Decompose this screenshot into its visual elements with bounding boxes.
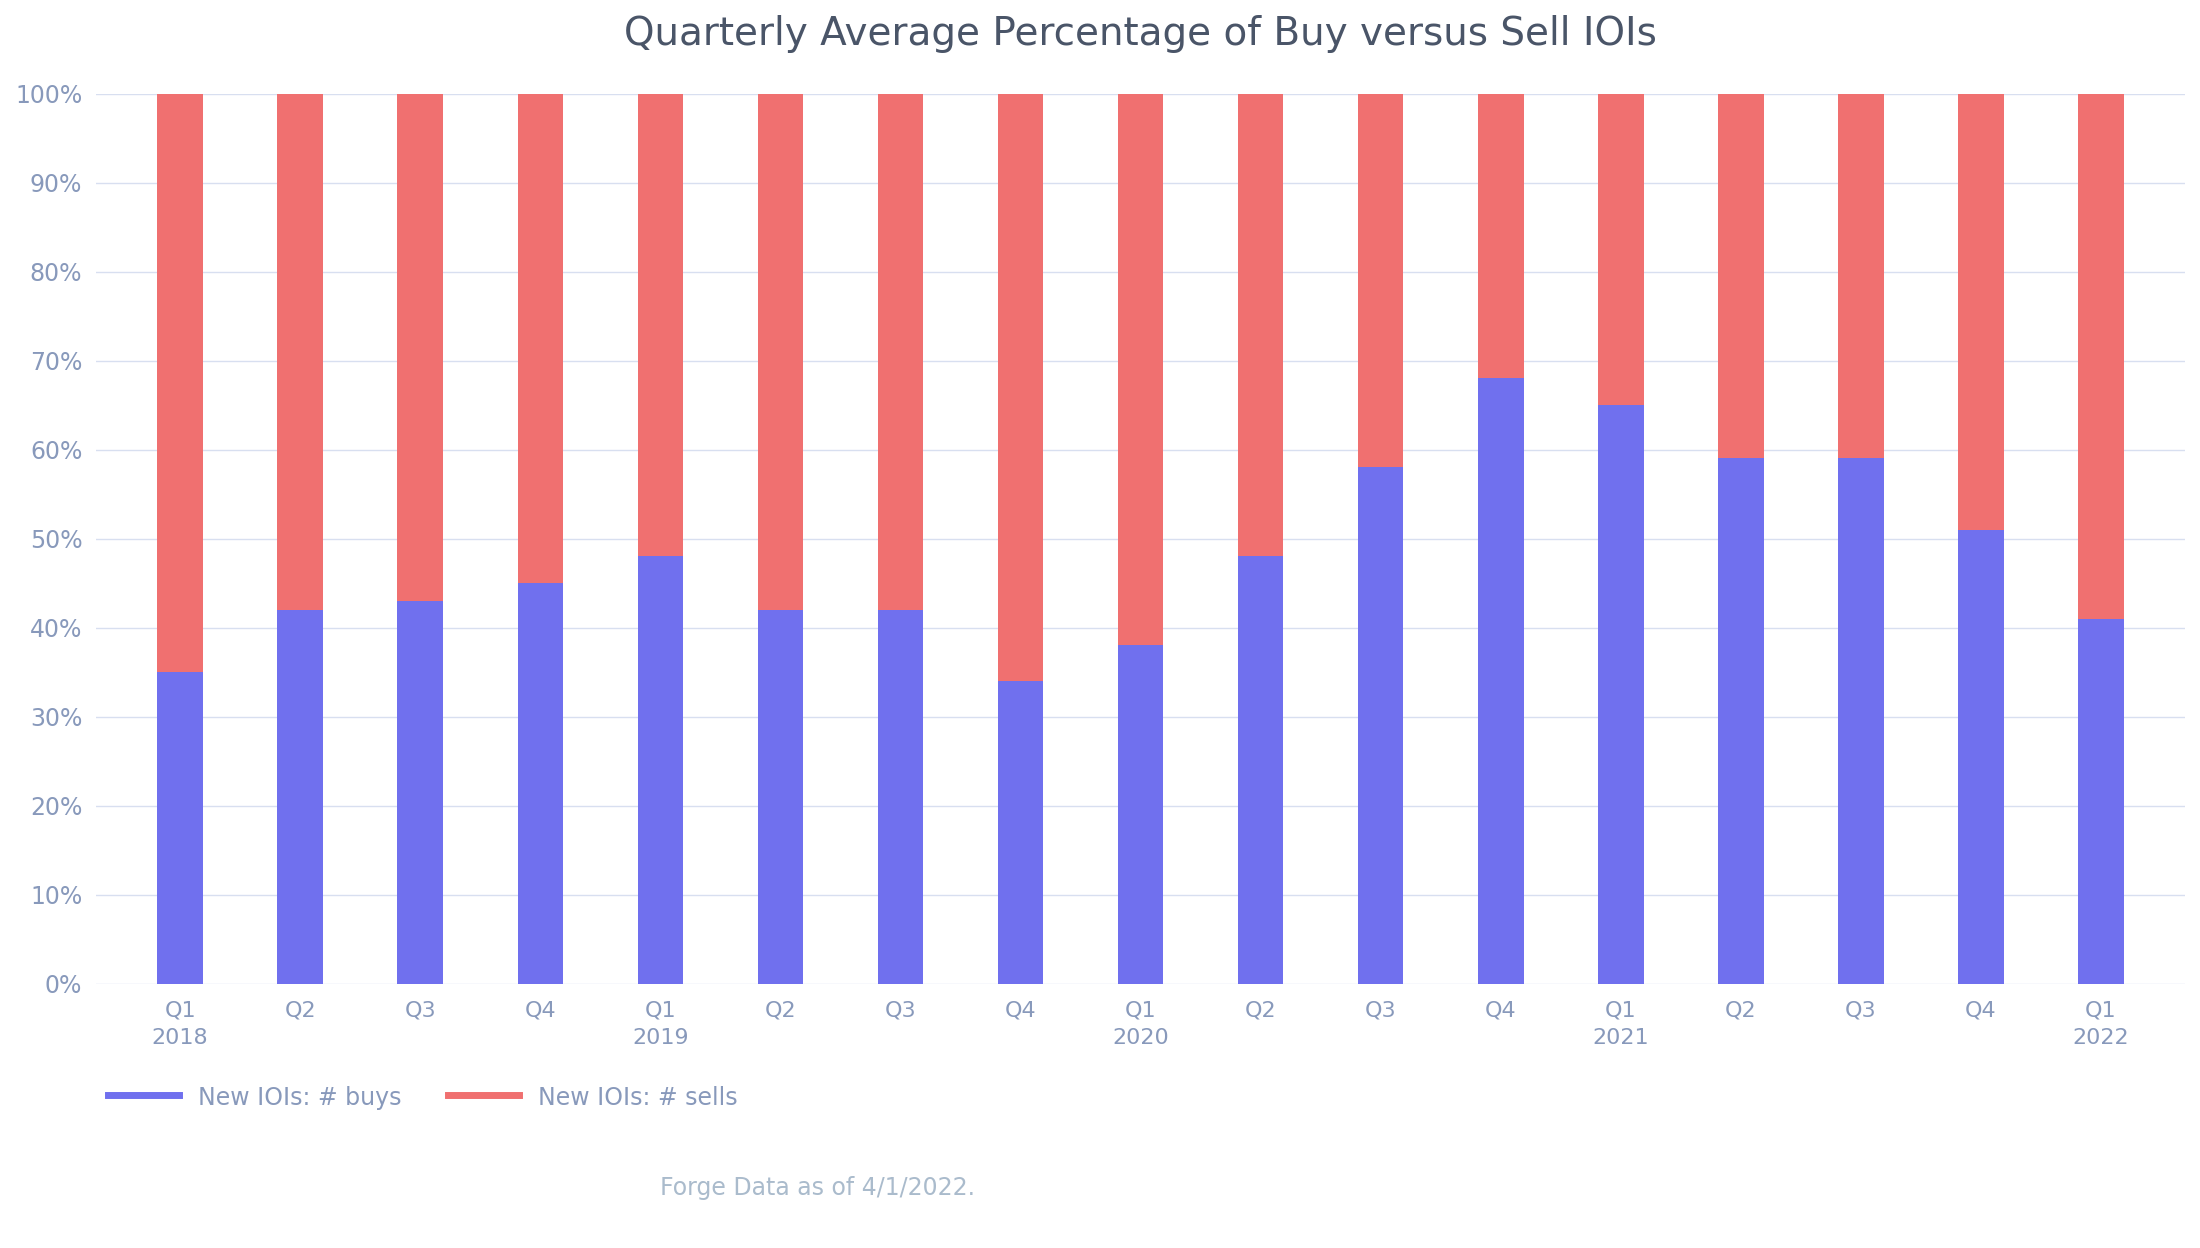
Title: Quarterly Average Percentage of Buy versus Sell IOIs: Quarterly Average Percentage of Buy vers… (625, 15, 1657, 52)
Bar (757, 610, 803, 983)
Bar (2079, 619, 2123, 983)
Bar (158, 673, 202, 983)
Bar (1718, 458, 1764, 983)
Bar (878, 610, 924, 983)
Bar (1478, 378, 1525, 983)
Bar (1837, 94, 1883, 458)
Legend: New IOIs: # buys, New IOIs: # sells: New IOIs: # buys, New IOIs: # sells (108, 1086, 737, 1109)
Bar (1597, 406, 1643, 983)
Bar (1357, 468, 1404, 983)
Bar (517, 583, 563, 983)
Bar (638, 557, 684, 983)
Bar (878, 94, 924, 610)
Bar (1597, 94, 1643, 406)
Bar (1718, 94, 1764, 458)
Bar (277, 610, 323, 983)
Bar (1958, 529, 2004, 983)
Bar (1357, 94, 1404, 468)
Bar (517, 94, 563, 583)
Bar (398, 600, 442, 983)
Bar (158, 94, 202, 673)
Bar (999, 94, 1043, 681)
Text: Forge Data as of 4/1/2022.: Forge Data as of 4/1/2022. (660, 1176, 975, 1201)
Bar (2079, 94, 2123, 619)
Bar (757, 94, 803, 610)
Bar (638, 94, 684, 557)
Bar (1239, 94, 1283, 557)
Bar (1958, 94, 2004, 529)
Bar (1118, 94, 1164, 645)
Bar (999, 681, 1043, 983)
Bar (398, 94, 442, 600)
Bar (1478, 94, 1525, 378)
Bar (1239, 557, 1283, 983)
Bar (1837, 458, 1883, 983)
Bar (277, 94, 323, 610)
Bar (1118, 645, 1164, 983)
